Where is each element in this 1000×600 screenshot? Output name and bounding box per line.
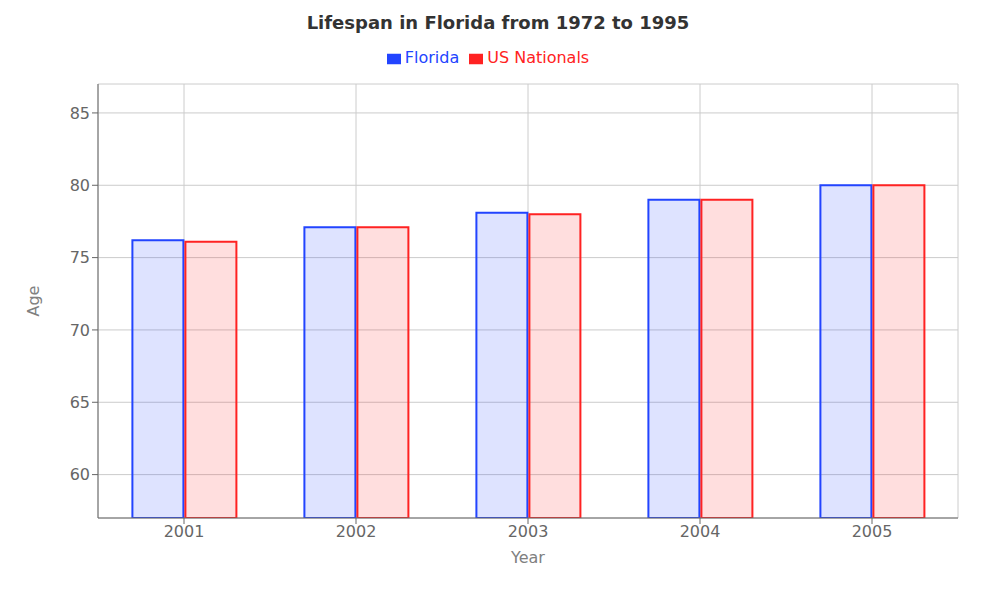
html-text:US Nationals: US Nationals: [487, 48, 590, 67]
svg-text:60: 60: [70, 465, 90, 484]
svg-text:2005: 2005: [852, 522, 893, 541]
svg-text:65: 65: [70, 393, 90, 412]
svg-text:2002: 2002: [336, 522, 377, 541]
svg-text:2001: 2001: [164, 522, 205, 541]
svg-text:70: 70: [70, 321, 90, 340]
svg-text:80: 80: [70, 176, 90, 195]
svg-text:75: 75: [70, 248, 90, 267]
html-text:Florida: Florida: [404, 48, 460, 67]
svg-text:Year: Year: [510, 548, 545, 567]
html-text:Lifespan in Florida from 1972: Lifespan in Florida from 1972 to 1995: [306, 12, 690, 33]
svg-text:Age: Age: [24, 286, 43, 317]
svg-text:2004: 2004: [680, 522, 721, 541]
svg-text:2003: 2003: [508, 522, 549, 541]
svg-text:85: 85: [70, 104, 90, 123]
